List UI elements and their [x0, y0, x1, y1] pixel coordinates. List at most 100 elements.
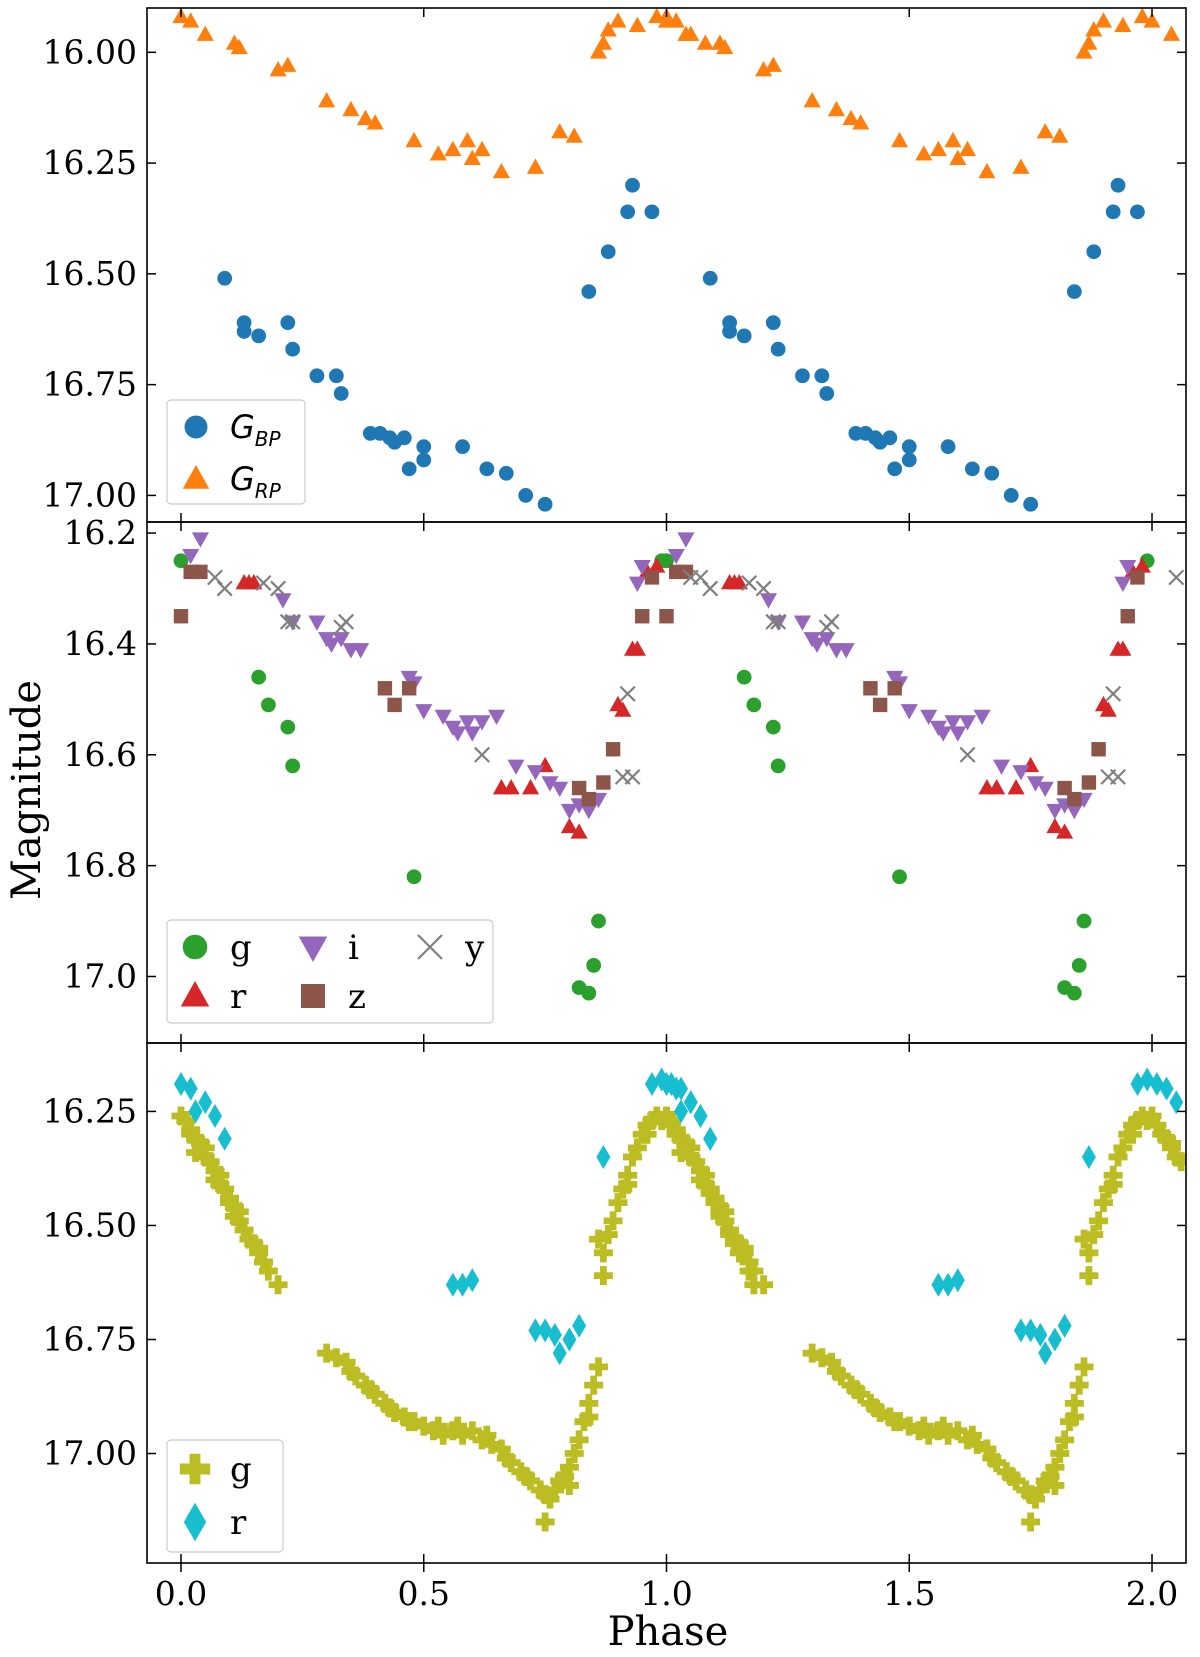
- data-point: [455, 1272, 470, 1297]
- data-point: [671, 1129, 691, 1149]
- data-point: [1012, 765, 1030, 781]
- y-tick-label: 17.00: [43, 475, 137, 514]
- data-point: [928, 1421, 948, 1441]
- data-point: [186, 1129, 206, 1149]
- panel-2: 16.2 16.4 16.6 16.8 17.0 gr iz y: [64, 513, 1187, 1044]
- data-point: [720, 1220, 740, 1240]
- y-tick-label: 16.00: [43, 32, 137, 71]
- data-point: [251, 328, 267, 344]
- data-point: [589, 43, 608, 59]
- data-point: [229, 1202, 249, 1222]
- legend-label: r: [230, 977, 247, 1017]
- data-point: [644, 204, 660, 220]
- data-point: [521, 1471, 541, 1491]
- data-point: [258, 1261, 278, 1281]
- data-point: [552, 1341, 567, 1366]
- data-point: [564, 1444, 584, 1464]
- data-point: [230, 38, 248, 55]
- data-point: [852, 114, 870, 130]
- data-point: [1161, 1133, 1181, 1153]
- data-point: [260, 697, 276, 713]
- data-point: [1045, 1457, 1065, 1477]
- y-tick-label: 16.6: [64, 735, 137, 774]
- data-point: [244, 1234, 264, 1254]
- series-g: [173, 553, 1155, 1001]
- data-point: [1003, 488, 1019, 503]
- x-axis-ticks: 0.0 0.5 1.0 1.5 2.0: [155, 1563, 1178, 1613]
- series-z: [173, 564, 1145, 807]
- legend-marker: [298, 936, 328, 962]
- data-point: [332, 632, 350, 648]
- data-point: [644, 570, 660, 585]
- data-point: [1021, 1512, 1041, 1532]
- data-point: [1064, 1393, 1084, 1413]
- data-point: [619, 685, 636, 702]
- data-point: [722, 324, 737, 339]
- legend-marker: [417, 934, 443, 960]
- data-point: [657, 1106, 676, 1126]
- legend-marker: [180, 981, 210, 1007]
- data-point: [755, 580, 772, 597]
- data-point: [474, 746, 490, 763]
- data-point: [967, 1434, 987, 1454]
- data-point: [1143, 12, 1161, 28]
- data-point: [1094, 12, 1113, 28]
- data-point: [220, 1193, 240, 1213]
- panel-3-legend: gr: [166, 1439, 284, 1553]
- data-point: [322, 637, 341, 653]
- data-point: [586, 958, 602, 973]
- data-point: [1059, 1412, 1079, 1432]
- series-grp: [172, 8, 1180, 179]
- data-point: [473, 715, 491, 731]
- data-point: [356, 109, 375, 126]
- data-point: [1105, 685, 1122, 702]
- data-point: [1036, 123, 1054, 139]
- data-point: [987, 1453, 1007, 1473]
- data-point: [620, 204, 636, 220]
- data-point: [900, 704, 918, 720]
- data-point: [449, 726, 467, 742]
- data-point: [770, 341, 786, 357]
- data-point: [205, 1170, 225, 1190]
- data-point: [803, 92, 821, 108]
- data-point: [565, 127, 583, 143]
- data-point: [1171, 1152, 1186, 1172]
- data-point: [333, 386, 349, 401]
- data-point: [401, 461, 417, 477]
- data-point: [574, 1412, 594, 1432]
- data-point: [909, 1421, 929, 1441]
- data-point: [477, 1425, 497, 1445]
- legend-box: [166, 919, 494, 1024]
- data-point: [254, 1252, 274, 1272]
- data-point: [860, 1393, 880, 1413]
- data-point: [1114, 640, 1132, 656]
- data-point: [702, 270, 718, 286]
- data-point: [746, 697, 762, 713]
- data-point: [933, 1416, 953, 1436]
- data-point: [703, 1126, 718, 1151]
- data-point: [1085, 21, 1103, 37]
- data-point: [949, 726, 967, 742]
- data-point: [1123, 1124, 1143, 1144]
- data-point: [741, 574, 758, 591]
- data-point: [1132, 1106, 1152, 1126]
- data-point: [1105, 204, 1121, 220]
- data-point: [274, 593, 292, 609]
- data-point: [633, 560, 651, 576]
- data-point: [846, 1380, 866, 1400]
- legend-label: z: [348, 977, 366, 1017]
- data-point: [659, 609, 674, 624]
- data-point: [173, 553, 189, 569]
- data-point: [1035, 1471, 1055, 1491]
- data-point: [581, 985, 597, 1001]
- data-point: [1023, 496, 1039, 512]
- data-point: [445, 1272, 460, 1297]
- data-point: [572, 1313, 587, 1338]
- data-point: [280, 719, 296, 735]
- data-point: [623, 1147, 643, 1167]
- y-tick-label: 16.75: [43, 365, 137, 404]
- data-point: [647, 1106, 667, 1126]
- data-point: [628, 16, 646, 33]
- data-point: [551, 781, 569, 798]
